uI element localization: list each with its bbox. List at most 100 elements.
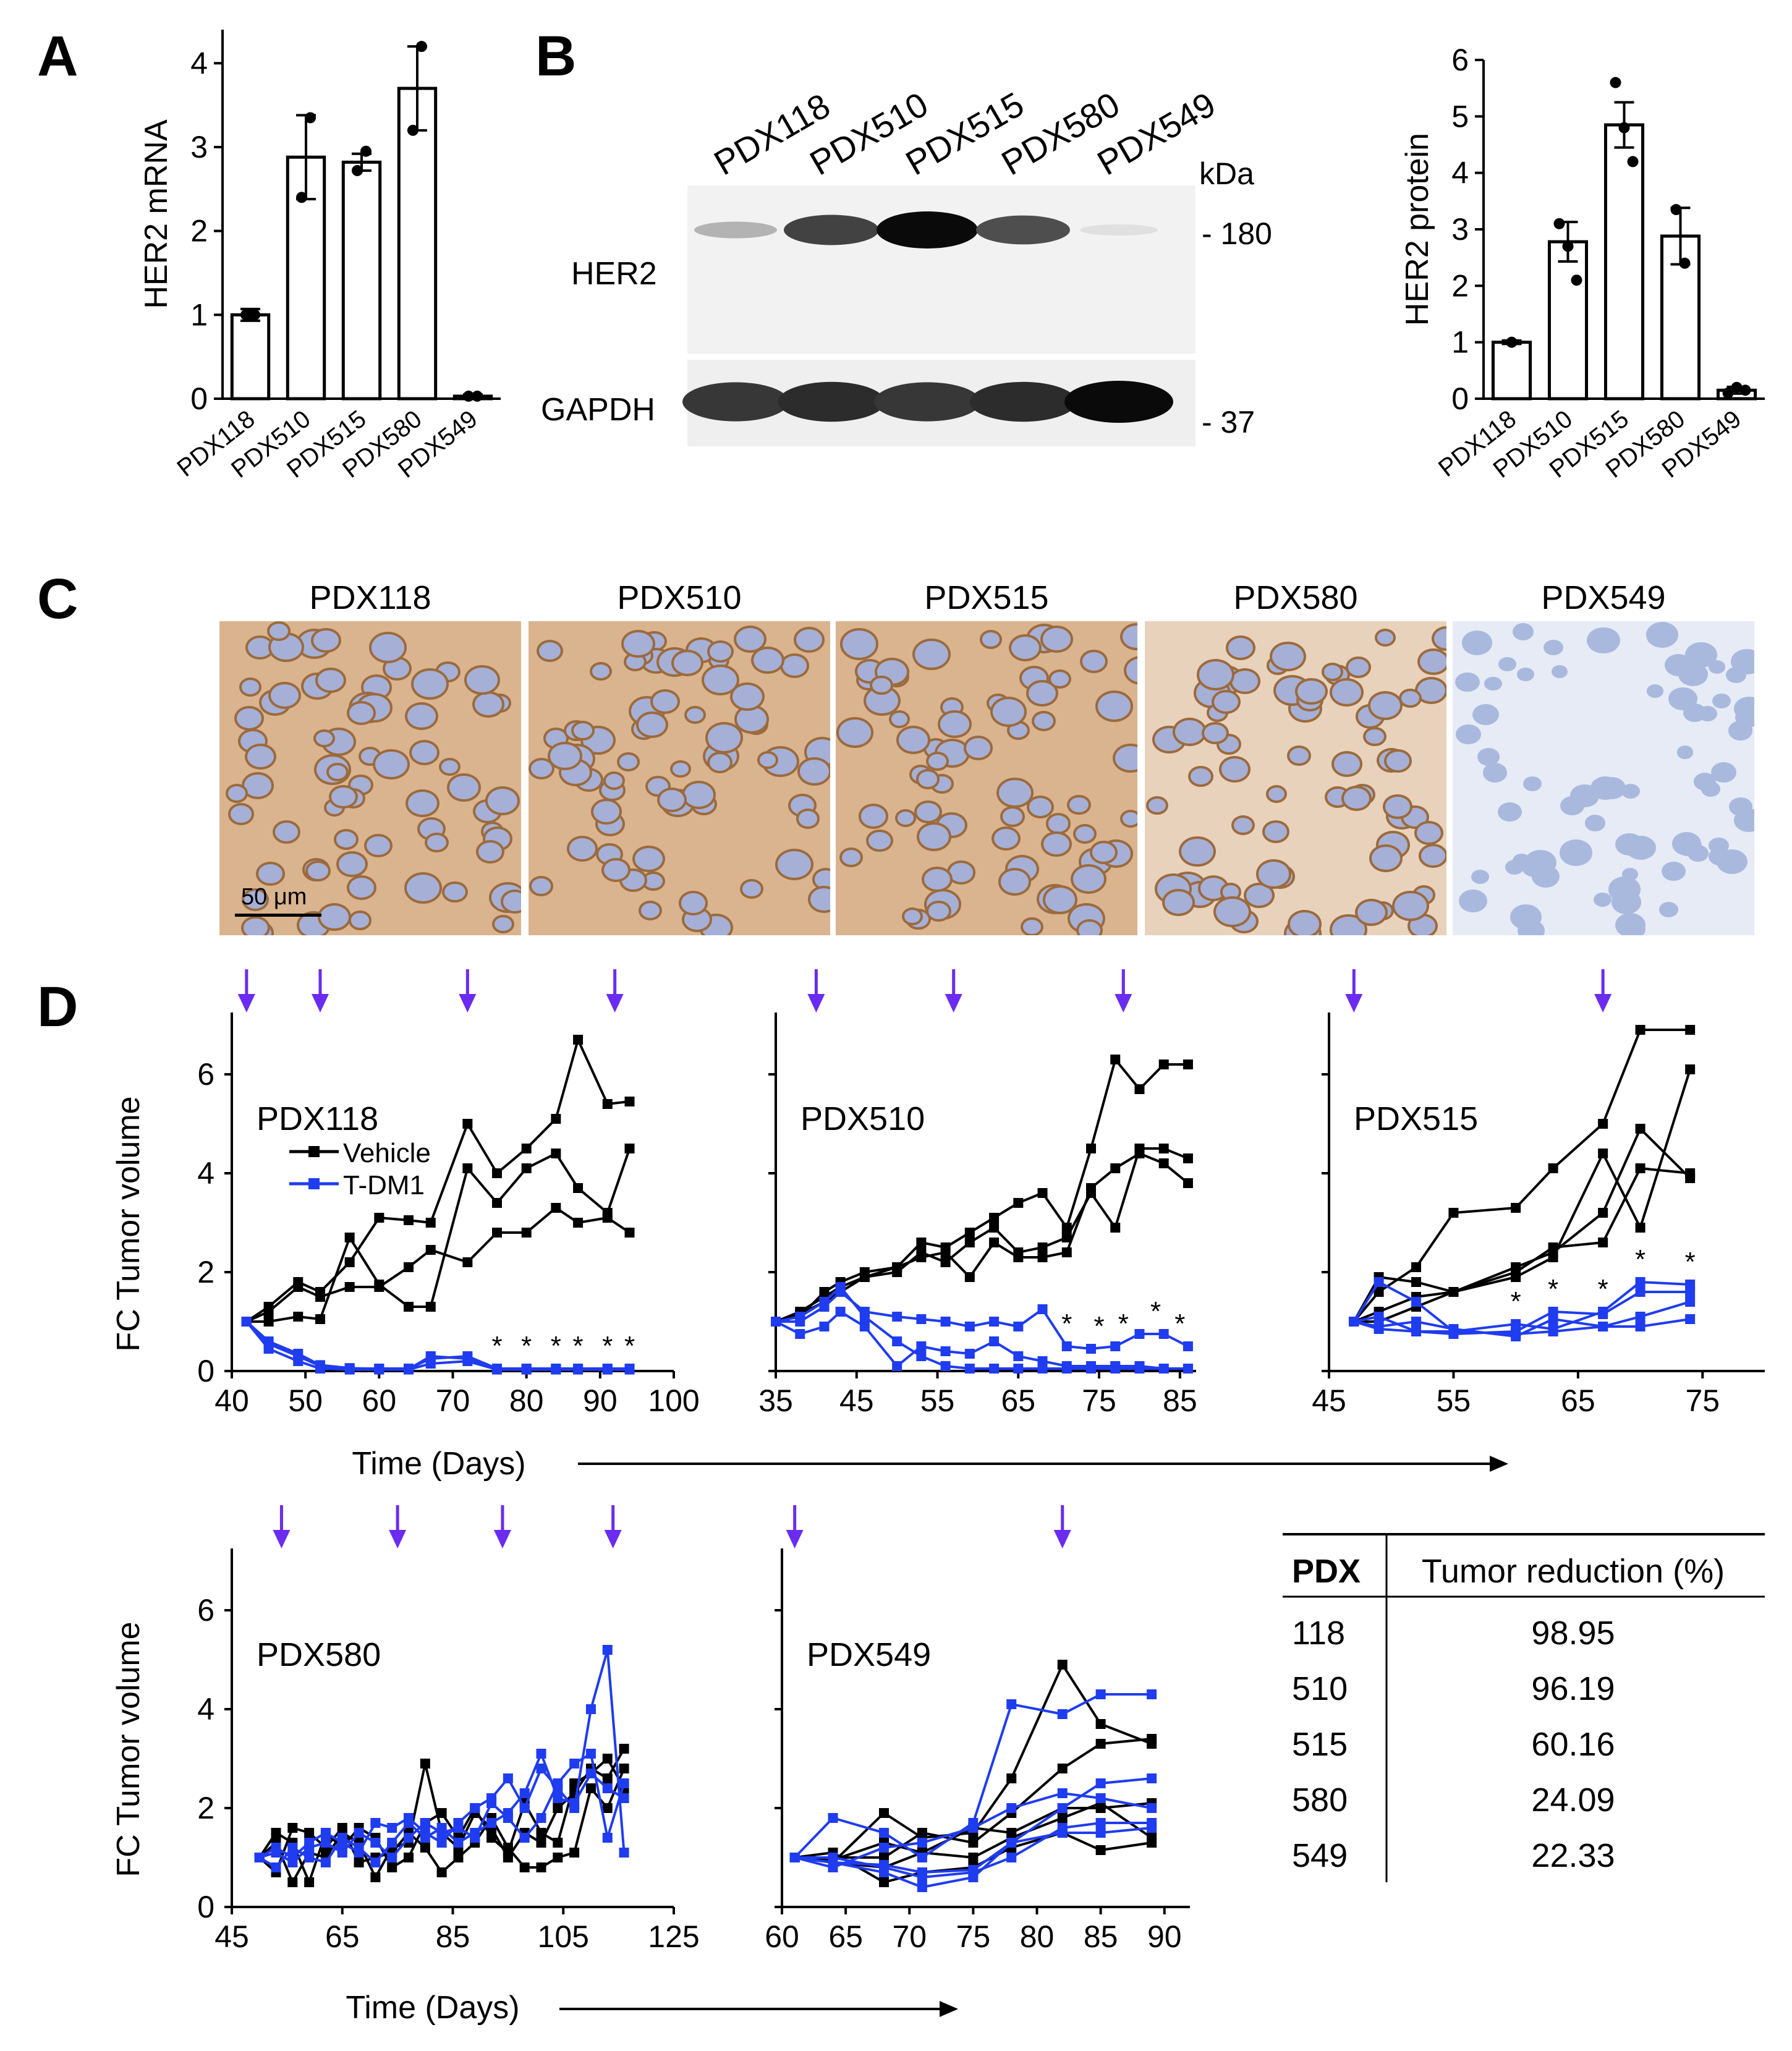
- vehicle-data-point: [1158, 1158, 1169, 1168]
- vehicle-data-point: [293, 1312, 304, 1322]
- her2-band: [976, 215, 1070, 245]
- tdm1-data-point: [1057, 1788, 1068, 1798]
- cell-nucleus: [617, 752, 640, 771]
- treatment-arrow-head: [459, 994, 477, 1013]
- cell-nucleus: [536, 639, 564, 662]
- tdm1-data-point: [828, 1858, 838, 1867]
- tdm1-data-point: [404, 1818, 414, 1828]
- vehicle-data-point: [1095, 1739, 1106, 1749]
- tdm1-data-point: [1134, 1364, 1145, 1374]
- cell-nucleus: [1472, 703, 1499, 725]
- x-tick-label: 100: [648, 1383, 699, 1418]
- cell-nucleus: [1505, 860, 1524, 875]
- tdm1-data-point: [287, 1858, 298, 1867]
- cell-nucleus: [566, 836, 598, 862]
- vehicle-data-point: [1448, 1208, 1459, 1218]
- tdm1-data-point: [370, 1858, 381, 1867]
- tdm1-data-point: [879, 1828, 889, 1838]
- vehicle-data-point: [1598, 1238, 1608, 1247]
- cell-nucleus: [870, 675, 893, 695]
- x-tick-label: 70: [892, 1919, 927, 1954]
- cell-nucleus: [1070, 864, 1106, 894]
- tdm1-data-point: [795, 1312, 805, 1322]
- cell-nucleus: [1089, 841, 1118, 865]
- cell-nucleus: [1119, 810, 1137, 828]
- x-tick-label: 65: [1001, 1383, 1035, 1418]
- tdm1-data-point: [1685, 1297, 1696, 1307]
- tdm1-data-point: [1147, 1689, 1157, 1699]
- cell-nucleus: [373, 749, 410, 779]
- vehicle-data-point: [1411, 1262, 1421, 1272]
- vehicle-data-point: [287, 1823, 298, 1833]
- cell-nucleus: [912, 639, 951, 671]
- vehicle-data-point: [519, 1862, 530, 1872]
- tdm1-data-point: [344, 1363, 355, 1374]
- vehicle-data-point: [344, 1282, 355, 1292]
- cell-nucleus: [1341, 786, 1372, 812]
- tdm1-data-point: [1158, 1329, 1169, 1339]
- cell-nucleus: [310, 627, 341, 653]
- y-tick-label: 2: [197, 1255, 214, 1289]
- significance-star: *: [1598, 1274, 1608, 1304]
- tdm1-data-point: [917, 1867, 927, 1877]
- vehicle-data-point: [425, 1302, 436, 1312]
- vehicle-series-line: [258, 1768, 626, 1875]
- vehicle-data-point: [1685, 1168, 1696, 1178]
- table-cell-reduction: 24.09: [1531, 1781, 1615, 1819]
- ihc-image-pdx515: [836, 621, 1137, 935]
- cell-nucleus: [329, 784, 358, 809]
- y-tick-label: 2: [190, 214, 208, 248]
- vehicle-data-point: [989, 1213, 1000, 1223]
- d-ylabel-top: FC Tumor volume: [111, 1096, 147, 1351]
- cell-nucleus: [1708, 837, 1729, 854]
- bar: [1547, 240, 1589, 401]
- treatment-arrow-head: [1115, 994, 1132, 1013]
- cell-nucleus: [1611, 890, 1641, 914]
- x-tick-label: 90: [1147, 1919, 1182, 1954]
- cell-nucleus: [1733, 808, 1754, 832]
- treatment-arrow-head: [389, 1530, 407, 1548]
- cell-nucleus: [1179, 836, 1216, 867]
- vehicle-data-point: [1598, 1119, 1608, 1129]
- tdm1-data-point: [917, 1882, 927, 1892]
- scale-bar-label: 50 μm: [241, 884, 307, 910]
- significance-star: *: [573, 1331, 584, 1361]
- tdm1-data-point: [254, 1853, 265, 1862]
- cell-nucleus: [1498, 657, 1517, 672]
- tdm1-data-point: [1411, 1327, 1421, 1336]
- table-cell-reduction: 96.19: [1531, 1670, 1615, 1707]
- vehicle-data-point: [1013, 1252, 1024, 1262]
- vehicle-data-point: [1448, 1287, 1459, 1297]
- cell-nucleus: [1375, 629, 1396, 647]
- tdm1-data-point: [1685, 1287, 1696, 1297]
- cell-nucleus: [684, 705, 707, 724]
- vehicle-data-point: [387, 1862, 397, 1872]
- vehicle-data-point: [1374, 1287, 1384, 1297]
- cell-nucleus: [750, 646, 784, 674]
- significance-star: *: [1635, 1244, 1645, 1275]
- cell-nucleus: [794, 627, 825, 653]
- cell-nucleus: [368, 632, 407, 663]
- vehicle-data-point: [964, 1238, 975, 1247]
- bar: [230, 313, 271, 401]
- legend-vehicle-label: Vehicle: [343, 1138, 431, 1168]
- vehicle-data-point: [492, 1228, 502, 1238]
- vehicle-data-point: [1635, 1163, 1645, 1173]
- tdm1-data-point: [619, 1793, 629, 1803]
- treatment-arrow-head: [312, 994, 329, 1013]
- vehicle-data-point: [1095, 1719, 1106, 1729]
- her2-blot-label: HER2: [571, 256, 657, 292]
- her2-band: [694, 221, 777, 239]
- vehicle-data-point: [1006, 1828, 1017, 1838]
- tdm1-data-point: [940, 1361, 951, 1371]
- tdm1-data-point: [1411, 1297, 1421, 1307]
- cell-nucleus: [1701, 781, 1721, 797]
- cell-nucleus: [1597, 777, 1626, 800]
- x-tick-label: 90: [583, 1383, 618, 1418]
- tdm1-data-point: [1061, 1341, 1072, 1351]
- kda-label: kDa: [1199, 156, 1254, 191]
- tdm1-data-point: [551, 1364, 561, 1374]
- tdm1-data-point: [536, 1749, 546, 1759]
- time-arrow-top-head: [1490, 1456, 1508, 1472]
